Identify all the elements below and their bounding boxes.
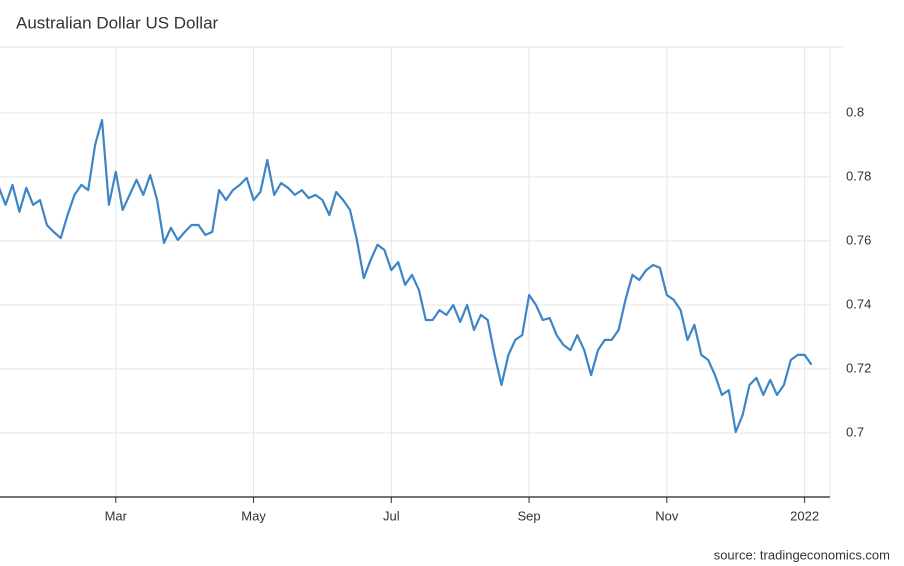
x-tick-label: 2022 — [790, 508, 819, 523]
y-tick-label: 0.78 — [846, 168, 871, 183]
x-tick-label: Nov — [655, 508, 679, 523]
series-line — [0, 118, 813, 434]
y-tick-label: 0.7 — [846, 424, 864, 439]
x-tick-label: May — [241, 508, 266, 523]
source: source: tradingeconomics.com — [714, 547, 890, 562]
x-tick-label: Mar — [105, 508, 128, 523]
chart-title: Australian Dollar US Dollar — [16, 13, 219, 32]
x-tick-label: Jul — [383, 508, 400, 523]
y-tick-label: 0.72 — [846, 360, 871, 375]
x-tick-label: Sep — [518, 508, 541, 523]
y-tick-label: 0.8 — [846, 104, 864, 119]
y-tick-label: 0.74 — [846, 296, 871, 311]
y-tick-label: 0.76 — [846, 232, 871, 247]
